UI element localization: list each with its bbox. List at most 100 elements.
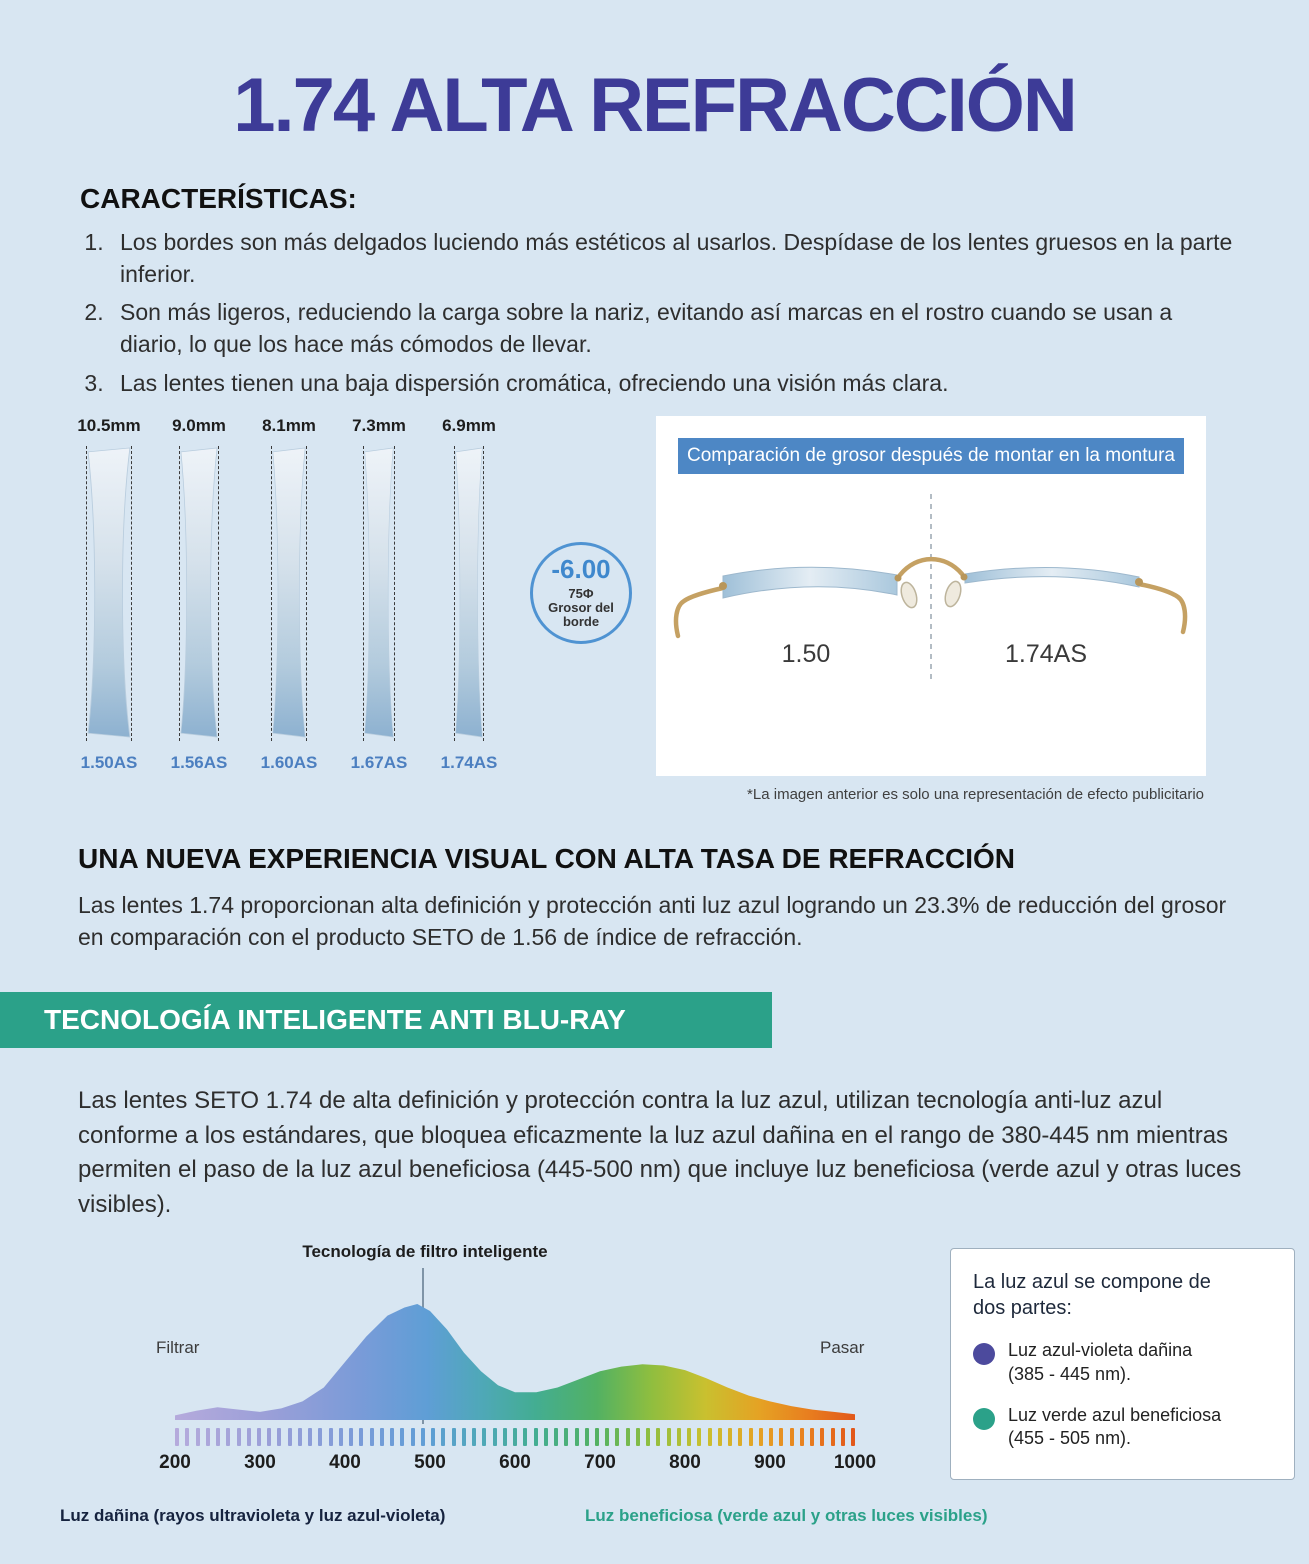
lens-diameter-value: 75Φ — [568, 585, 594, 601]
lens-thickness-label: 6.9mm — [442, 415, 496, 435]
pass-label: Pasar — [820, 1338, 865, 1358]
lens-thickness-label: 9.0mm — [172, 415, 226, 435]
ruler-tick — [687, 1428, 692, 1447]
x-tick-label: 500 — [414, 1452, 446, 1474]
lens-150-label: 1.50 — [781, 639, 831, 668]
ruler-tick — [482, 1428, 487, 1447]
ruler-tick — [646, 1428, 651, 1447]
x-axis-labels: 200 300 400 500 600 700 800 900 1000 — [159, 1452, 876, 1478]
left-temple-arm — [673, 585, 726, 638]
ruler-tick — [594, 1428, 599, 1447]
lens-index-label: 1.60AS — [260, 752, 318, 772]
x-tick-label: 400 — [329, 1452, 361, 1474]
ruler-tick — [451, 1428, 456, 1447]
harmful-light-caption: Luz dañina (rayos ultravioleta y luz azu… — [60, 1506, 446, 1526]
ruler-tick — [584, 1428, 589, 1447]
features-heading: CARACTERÍSTICAS: — [80, 183, 357, 214]
ruler-tick — [789, 1428, 794, 1447]
experience-body: Las lentes 1.74 proporcionan alta defini… — [78, 891, 1227, 951]
ruler-tick — [799, 1428, 804, 1447]
ruler-tick — [769, 1428, 774, 1447]
glasses-svg — [673, 493, 1188, 682]
filter-label: Filtrar — [156, 1338, 200, 1358]
lens-profile — [454, 445, 484, 741]
ruler-tick — [543, 1428, 548, 1447]
chart-title: Tecnología de filtro inteligente — [302, 1242, 548, 1262]
ruler-tick — [492, 1428, 497, 1447]
page-title: 1.74 ALTA REFRACCIÓN — [233, 63, 1078, 148]
legend-item-range: (455 - 505 nm). — [1008, 1428, 1132, 1449]
ruler-tick — [707, 1428, 712, 1447]
lens-thickness-label: 10.5mm — [77, 415, 141, 435]
experience-heading: UNA NUEVA EXPERIENCIA VISUAL CON ALTA TA… — [78, 842, 1016, 874]
legend-item-range: (385 - 445 nm). — [1008, 1363, 1132, 1384]
lens-item: 7.3mm 1.67AS — [342, 416, 416, 773]
x-tick-label: 1000 — [833, 1452, 877, 1474]
ruler-tick — [297, 1428, 302, 1447]
lens-profile — [179, 445, 219, 741]
spectrum-curve — [175, 1304, 855, 1421]
ruler-tick — [728, 1428, 733, 1447]
x-tick-label: 700 — [584, 1452, 616, 1474]
ruler-tick — [175, 1428, 179, 1447]
ruler-tick — [349, 1428, 354, 1447]
right-nose-pad — [944, 580, 962, 607]
ruler-tick — [226, 1428, 231, 1447]
legend-item: Luz azul-violeta dañina (385 - 445 nm). — [973, 1339, 1272, 1386]
ruler-tick — [277, 1428, 282, 1447]
legend-color-dot — [973, 1407, 995, 1430]
ruler-tick — [379, 1428, 384, 1447]
blue-light-legend: La luz azul se compone de dos partes: Lu… — [950, 1248, 1295, 1480]
x-tick-label: 800 — [669, 1452, 701, 1474]
ruler-tick — [359, 1428, 364, 1447]
ruler-tick — [779, 1428, 784, 1447]
ruler-tick — [287, 1428, 292, 1447]
lens-item: 9.0mm 1.56AS — [162, 416, 236, 773]
lens-174as-label: 1.74AS — [1004, 639, 1087, 668]
lens-profile — [271, 445, 307, 741]
ruler-tick — [216, 1428, 220, 1447]
legend-color-dot — [973, 1343, 995, 1366]
edge-thickness-badge: -6.00 75Φ Grosor del borde — [530, 541, 632, 644]
ruler-tick — [420, 1428, 425, 1447]
lens-index-label: 1.50AS — [80, 752, 138, 772]
ruler-tick — [431, 1428, 436, 1447]
lens-index-label: 1.67AS — [350, 752, 408, 772]
bridge — [897, 556, 965, 577]
ruler-tick — [338, 1428, 343, 1447]
technology-body: Las lentes SETO 1.74 de alta definición … — [78, 1086, 1242, 1218]
ruler-tick — [564, 1428, 569, 1447]
ruler-tick — [328, 1428, 333, 1447]
ruler-tick — [615, 1428, 620, 1447]
experience-section: UNA NUEVA EXPERIENCIA VISUAL CON ALTA TA… — [78, 843, 1239, 954]
ruler-tick — [513, 1428, 517, 1447]
x-tick-label: 600 — [499, 1452, 531, 1474]
ruler-tick — [656, 1428, 661, 1447]
right-screw — [960, 573, 968, 581]
ruler-tick — [810, 1428, 814, 1447]
lens-profile — [363, 445, 395, 741]
beneficial-light-caption: Luz beneficiosa (verde azul y otras luce… — [585, 1506, 988, 1526]
lens-item: 8.1mm 1.60AS — [252, 416, 326, 773]
ruler-tick — [256, 1428, 261, 1447]
feature-item: Son más ligeros, reduciendo la carga sob… — [110, 297, 1239, 360]
ruler-tick — [554, 1428, 558, 1447]
image-disclaimer: *La imagen anterior es solo una represen… — [747, 785, 1204, 803]
lens-group: 10.5mm 1.50AS 9.0mm 1.56AS 8.1mm 1.60AS 7.3mm 1… — [72, 416, 506, 773]
right-temple-arm — [1136, 581, 1188, 634]
lens-item: 10.5mm 1.50AS — [72, 416, 146, 773]
spectrum-ruler — [175, 1428, 855, 1447]
spectrum-chart-section: Tecnología de filtro inteligente Filtrar… — [0, 1236, 1309, 1546]
lens-thickness-diagram: 10.5mm 1.50AS 9.0mm 1.56AS 8.1mm 1.60AS 7.3mm 1… — [72, 415, 1309, 776]
ruler-tick — [676, 1428, 681, 1447]
ruler-tick — [748, 1428, 753, 1447]
lens-item: 6.9mm 1.74AS — [432, 416, 506, 773]
left-lens-thick — [722, 566, 898, 599]
spectrum-area-path — [175, 1304, 855, 1421]
lens-thickness-label: 7.3mm — [352, 415, 406, 435]
ruler-tick — [410, 1428, 415, 1447]
ruler-tick — [697, 1428, 702, 1447]
ruler-tick — [205, 1428, 210, 1447]
ruler-tick — [840, 1428, 845, 1447]
